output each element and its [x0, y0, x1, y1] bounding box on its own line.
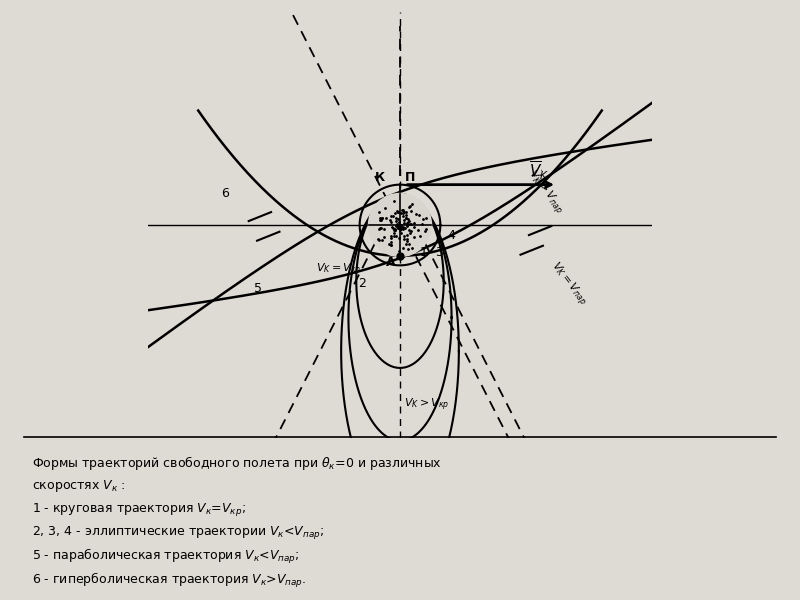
Text: 1: 1	[420, 246, 427, 259]
Text: скоростях $V_к$ :: скоростях $V_к$ :	[31, 478, 125, 494]
Text: 2, 3, 4 - эллиптические траектории $V_к$<$V_{пар}$;: 2, 3, 4 - эллиптические траектории $V_к$…	[31, 524, 324, 541]
Text: Формы траекторий свободного полета при $\theta_к$=0 и различных: Формы траекторий свободного полета при $…	[31, 455, 442, 473]
Text: 5 - параболическая траектория $V_к$<$V_{пар}$;: 5 - параболическая траектория $V_к$<$V_{…	[31, 547, 299, 566]
Text: 6: 6	[221, 187, 229, 200]
Text: A: A	[386, 256, 396, 269]
Text: 5: 5	[254, 282, 262, 295]
Text: $V_K > V_{кр}$: $V_K > V_{кр}$	[405, 397, 450, 413]
Text: 3: 3	[434, 246, 442, 259]
Text: К: К	[374, 171, 385, 184]
Text: $\overline{V}_K$: $\overline{V}_K$	[529, 160, 549, 182]
Text: 2: 2	[358, 277, 366, 290]
Text: 4: 4	[448, 229, 455, 242]
Text: $\dot{V}_K > V_{пар}$: $\dot{V}_K > V_{пар}$	[523, 164, 570, 217]
Text: $V_K = V_{пар}$: $V_K = V_{пар}$	[546, 259, 590, 309]
Text: 1 - круговая траектория $V_к$=$V_{кр}$;: 1 - круговая траектория $V_к$=$V_{кр}$;	[31, 501, 246, 518]
Text: 6 - гиперболическая траектория $V_к$>$V_{пар}$.: 6 - гиперболическая траектория $V_к$>$V_…	[31, 571, 306, 590]
Circle shape	[369, 194, 431, 256]
Text: П: П	[405, 171, 415, 184]
Text: $V_K = V_{кр}$: $V_K = V_{кр}$	[316, 262, 362, 278]
